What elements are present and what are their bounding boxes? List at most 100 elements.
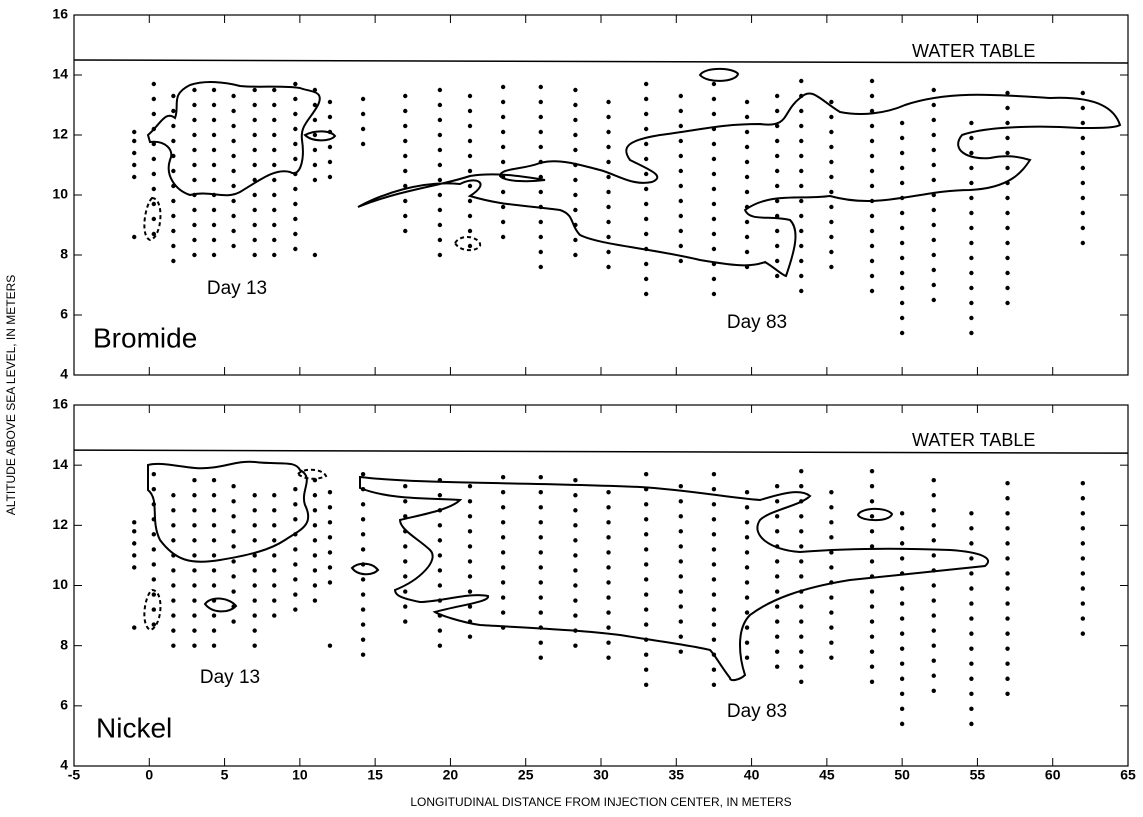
sample-point [538,84,543,90]
sample-point [132,234,137,240]
sample-point [500,625,506,630]
sample-point [151,171,157,177]
sample-point [538,264,543,270]
x-tick-label: 20 [443,767,459,783]
sample-point [538,520,543,525]
sample-point [931,222,936,228]
sample-point [231,544,236,549]
sample-point [1005,240,1010,246]
sample-point [1080,150,1086,156]
sample-point [192,117,197,123]
sample-point [869,468,875,474]
sample-point [272,177,277,183]
sample-point [312,102,318,108]
sample-point [171,508,176,513]
sample-point [171,108,176,114]
sample-point [869,228,875,234]
sample-point [327,490,333,495]
sample-point [467,93,473,99]
sample-point [869,514,875,519]
sample-point [538,174,543,180]
sample-point [606,490,611,495]
sample-point [931,643,936,648]
sample-point [829,99,834,105]
sample-point [678,649,684,654]
sample-point [573,538,578,543]
sample-point [774,484,780,489]
sample-point [312,252,318,258]
sample-point [171,568,176,573]
sample-point [437,237,443,243]
sample-point [606,625,611,630]
sample-point [500,99,506,105]
sample-point [1005,285,1010,291]
sample-point [437,252,443,258]
sample-point [899,556,905,561]
sample-point [437,132,443,138]
sample-point [327,144,333,150]
sample-point [1005,496,1010,501]
contours-bromide [143,67,1122,278]
x-tick-label: 10 [292,767,308,783]
sample-point [293,532,298,537]
sample-point [211,583,217,588]
sample-point [171,553,176,558]
sample-point [538,234,543,240]
contour [203,597,238,613]
sample-point [573,643,578,648]
sample-point [643,291,649,297]
sample-point [252,207,257,213]
sample-point [799,183,804,189]
sample-point [869,619,875,624]
sample-point [500,204,506,210]
sample-point [151,186,157,192]
sample-point [132,553,137,558]
sample-point [211,508,217,513]
sample-point [711,607,717,612]
sample-point [360,652,366,657]
sample-point [573,177,578,183]
sample-point [192,493,197,498]
sample-point [360,637,366,642]
sample-point [403,559,408,564]
sample-point [231,198,236,204]
sample-point [252,568,257,573]
sample-point [774,664,780,669]
sample-point [969,270,974,276]
sample-point [192,538,197,543]
sample-point [467,619,473,624]
sample-point [500,550,506,555]
sample-point [931,252,936,258]
sample-point [799,664,804,669]
sample-point [573,478,578,483]
sample-point [799,108,804,114]
sample-point [931,583,936,588]
sample-point [869,499,875,504]
sample-point [500,565,506,570]
sample-point [231,529,236,534]
sample-point [774,273,780,279]
sample-point [1005,300,1010,306]
sample-point [711,577,717,582]
sample-point [171,538,176,543]
x-tick-label: 15 [367,767,383,783]
sample-point [899,180,905,186]
sample-point [899,586,905,591]
sample-point [437,538,443,543]
sample-point [437,87,443,93]
sample-point [969,586,974,591]
sample-point [360,471,366,477]
sample-point [192,222,197,228]
sample-point [1080,135,1086,141]
sample-point [678,243,684,249]
sample-point [899,270,905,276]
sample-point [231,604,236,609]
sample-point [829,490,834,495]
sample-point [500,580,506,585]
sample-point [437,478,443,483]
sample-point [829,129,834,135]
sample-point [1005,210,1010,216]
sample-point [171,628,176,633]
sample-point [192,252,197,258]
sample-point [272,162,277,168]
